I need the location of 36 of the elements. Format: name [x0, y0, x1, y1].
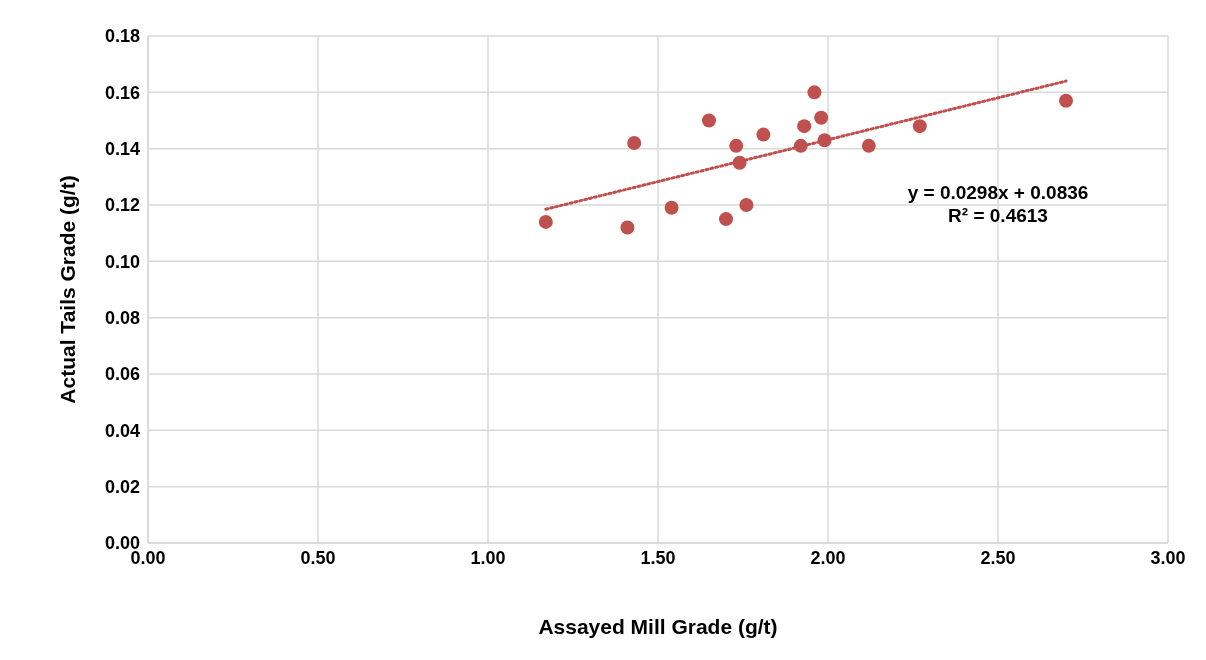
point: [620, 220, 635, 235]
point: [739, 198, 754, 212]
point: [729, 138, 744, 153]
y-tick-label: 0.16: [104, 82, 140, 103]
point: [817, 133, 832, 148]
x-axis-title: Assayed Mill Grade (g/t): [538, 614, 778, 638]
y-tick-label: 0.10: [104, 251, 140, 272]
point: [538, 214, 553, 229]
y-tick-label: 0.14: [104, 139, 140, 160]
y-tick-label: 0.08: [104, 308, 140, 329]
point: [793, 138, 808, 153]
x-tick-label: 0.50: [300, 547, 336, 568]
x-tick-label: 1.00: [470, 547, 506, 568]
y-tick-label: 0.06: [104, 364, 140, 385]
x-tick-label: 2.50: [980, 547, 1016, 568]
point: [756, 127, 771, 142]
point: [861, 138, 876, 153]
x-tick-label: 1.50: [640, 547, 676, 568]
point: [702, 113, 716, 128]
point: [732, 155, 747, 170]
point: [664, 200, 679, 215]
point: [627, 136, 642, 151]
y-tick-label: 0.18: [104, 26, 140, 47]
annotation: y = 0.0298x + 0.0836 R² = 0.4613: [907, 180, 1089, 228]
x-tick-label: 3.00: [1150, 547, 1186, 568]
point: [719, 212, 733, 227]
x-tick-label: 2.00: [810, 547, 846, 568]
point: [807, 85, 822, 100]
y-axis-title: Actual Tails Grade (g/t): [56, 175, 80, 404]
point: [912, 119, 927, 134]
y-tick-label: 0.12: [104, 195, 140, 216]
y-tick-label: 0.04: [104, 420, 140, 441]
point: [797, 119, 812, 134]
y-tick-label: 0.02: [104, 477, 140, 498]
point: [1059, 93, 1073, 108]
point: [814, 110, 829, 125]
